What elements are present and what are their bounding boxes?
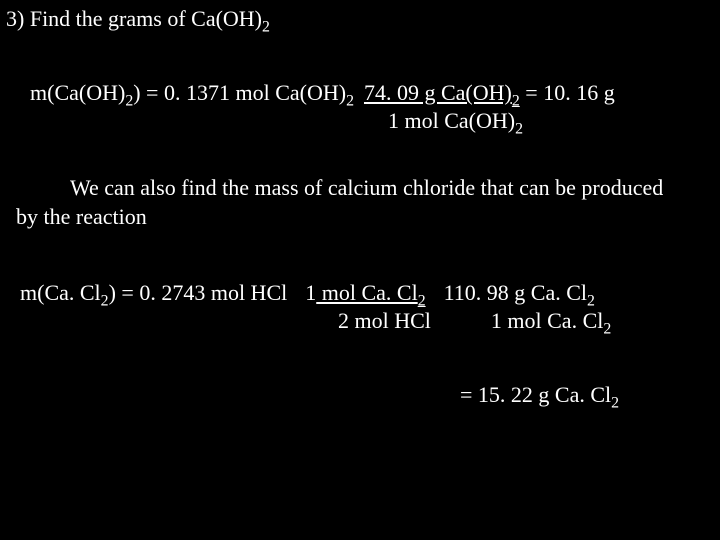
calc1-frac-bottom: 1 mol Ca(OH)2 xyxy=(388,108,523,134)
calc2-f1-bot: 2 mol HCl xyxy=(338,308,431,333)
calc2-result: = 15. 22 g Ca. Cl2 xyxy=(460,382,619,408)
calc2-f2-top: 110. 98 g Ca. Cl xyxy=(444,280,587,305)
calc1-lhs-a: m(Ca(OH) xyxy=(30,80,125,105)
calc2-line1: m(Ca. Cl2) = 0. 2743 mol HCl1 mol Ca. Cl… xyxy=(20,280,595,306)
calc1-line1: m(Ca(OH)2) = 0. 1371 mol Ca(OH)274. 09 g… xyxy=(30,80,615,106)
calc2-f1-top: 1 mol Ca. Cl xyxy=(305,280,417,305)
calc2-f2-bot: 1 mol Ca. Cl2 xyxy=(491,308,611,333)
paragraph: We can also find the mass of calcium chl… xyxy=(16,174,676,231)
step-number: 3) xyxy=(6,6,24,31)
calc1-rhs: = 10. 16 g xyxy=(520,80,615,105)
calc1-frac-top: 74. 09 g Ca(OH) xyxy=(364,80,512,105)
paragraph-text: We can also find the mass of calcium chl… xyxy=(16,175,663,229)
calc1-lhs-sub2: 2 xyxy=(346,92,354,109)
calc2-lhs-a: m(Ca. Cl xyxy=(20,280,101,305)
step-title-sub: 2 xyxy=(262,18,270,35)
step-title-text: Find the grams of Ca(OH) xyxy=(30,6,262,31)
step-title: 3) Find the grams of Ca(OH)2 xyxy=(6,6,270,32)
calc1-lhs-b: ) = 0. 1371 mol Ca(OH) xyxy=(133,80,346,105)
calc2-lhs-b: ) = 0. 2743 mol HCl xyxy=(109,280,288,305)
calc2-line2: 2 mol HCl 1 mol Ca. Cl2 xyxy=(338,308,611,334)
